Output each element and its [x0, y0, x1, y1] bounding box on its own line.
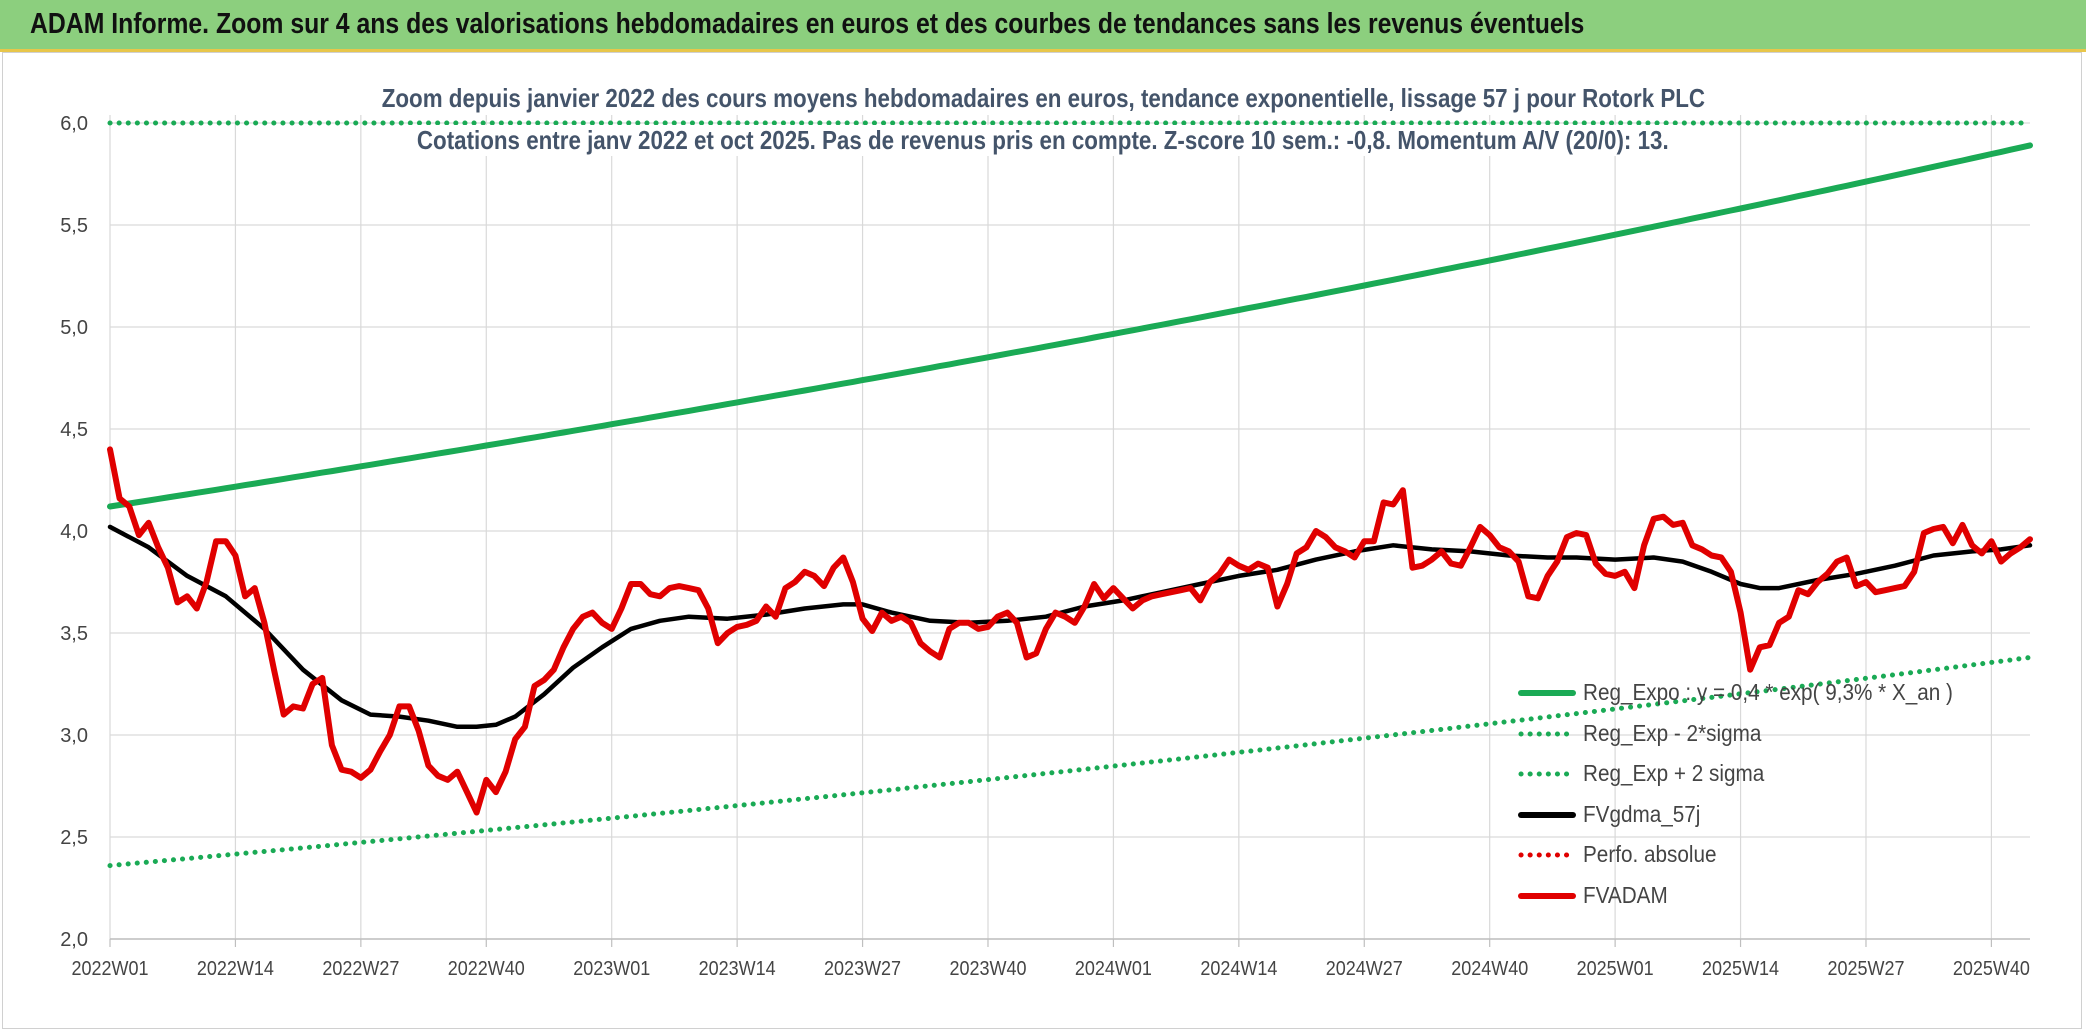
y-tick-label: 2,0	[60, 929, 88, 951]
x-tick-label: 2023W14	[699, 958, 776, 980]
legend-label: Reg_Expo : y = 0,4 * exp( 9,3% * X_an )	[1583, 679, 1953, 705]
x-tick-label: 2025W14	[1702, 958, 1779, 980]
reg-expo-line	[107, 142, 2033, 510]
y-tick-label: 5,0	[60, 317, 88, 339]
fvgdma-57j-line	[107, 524, 2033, 730]
legend-swatch	[1518, 852, 1576, 858]
y-tick-label: 2,5	[60, 827, 88, 849]
legend-swatch	[1518, 892, 1576, 899]
chart-frame	[2, 52, 2082, 1029]
x-tick-label: 2023W27	[824, 958, 901, 980]
legend-label: FVADAM	[1583, 881, 1668, 908]
y-axis: 2,0 2,5 3,0 3,5 4,0 4,5 5,0 5,5 6,0	[60, 113, 88, 951]
legend-swatch	[1518, 811, 1576, 818]
y-tick-label: 6,0	[60, 113, 88, 135]
legend-label: Reg_Exp - 2*sigma	[1583, 719, 1762, 746]
legend-swatch	[1518, 690, 1576, 696]
y-tick-label: 5,5	[60, 215, 88, 237]
legend-swatch	[1518, 771, 1576, 777]
x-tick-label: 2024W14	[1200, 958, 1277, 980]
x-tick-label: 2023W01	[573, 958, 650, 980]
y-tick-label: 3,0	[60, 725, 88, 747]
chart-grid	[109, 115, 2030, 940]
x-tick-label: 2022W27	[322, 958, 399, 980]
legend-label: FVgdma_57j	[1583, 800, 1701, 827]
x-tick-label: 2025W01	[1577, 958, 1654, 980]
x-tick-label: 2024W27	[1326, 958, 1403, 980]
x-tick-label: 2024W40	[1451, 958, 1528, 980]
legend-swatch	[1518, 731, 1576, 736]
x-tick-label: 2022W01	[71, 958, 148, 980]
reg-exp-minus-2sigma-line	[107, 655, 2033, 869]
x-tick-label: 2023W40	[949, 958, 1026, 980]
x-tick-label: 2025W40	[1953, 958, 2030, 980]
report-title: ADAM Informe. Zoom sur 4 ans des valoris…	[30, 8, 1585, 40]
y-tick-label: 4,0	[60, 521, 88, 543]
fvadam-line	[107, 446, 2033, 816]
chart-series	[107, 120, 2033, 869]
legend-label: Perfo. absolue	[1583, 841, 1717, 867]
chart-subtitle: Cotations entre janv 2022 et oct 2025. P…	[0, 125, 2086, 156]
x-tick-label: 2025W27	[1827, 958, 1904, 980]
chart-title: Zoom depuis janvier 2022 des cours moyen…	[0, 83, 2086, 114]
y-tick-label: 4,5	[60, 419, 88, 441]
x-axis: 2022W01 2022W14 2022W27 2022W40 2023W01 2023W…	[71, 938, 2030, 980]
legend-label: Reg_Exp + 2 sigma	[1583, 760, 1765, 786]
report-banner: ADAM Informe. Zoom sur 4 ans des valoris…	[0, 0, 2086, 52]
y-tick-label: 3,5	[60, 623, 88, 645]
x-tick-label: 2022W14	[197, 958, 274, 980]
x-tick-label: 2022W40	[448, 958, 525, 980]
x-tick-label: 2024W01	[1075, 958, 1152, 980]
